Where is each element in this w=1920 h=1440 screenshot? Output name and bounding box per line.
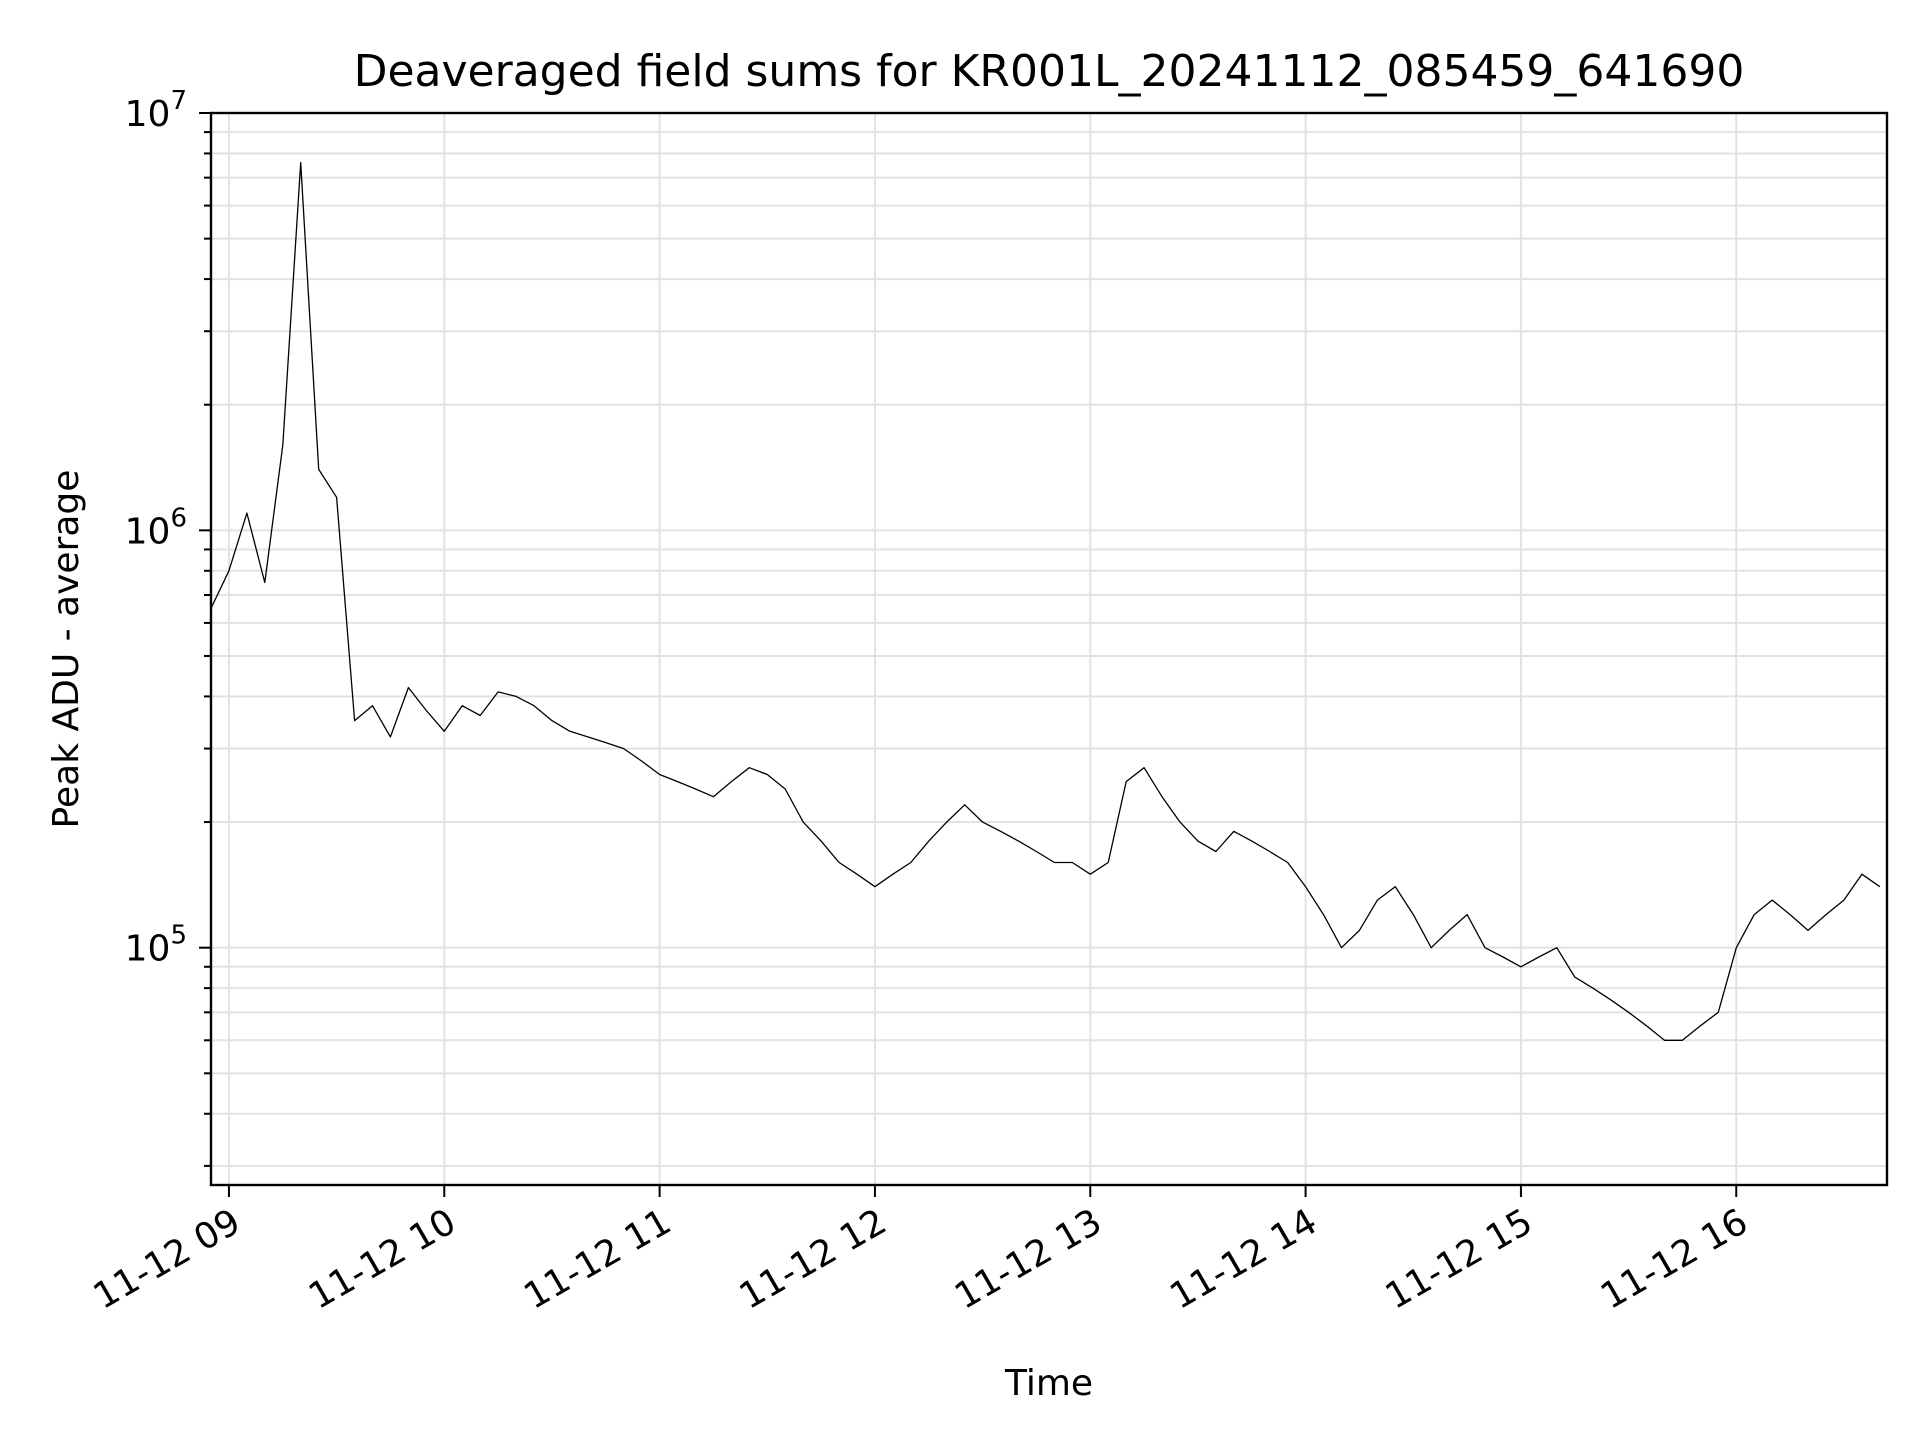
x-tick-label: 11-12 13 [948, 1201, 1109, 1317]
chart-title: Deaveraged field sums for KR001L_2024111… [354, 46, 1745, 97]
y-tick-label-base: 10 [125, 94, 171, 135]
y-tick-label-exponent: 6 [170, 503, 187, 533]
y-tick-label: 107 [125, 86, 187, 135]
y-tick-label-base: 10 [125, 929, 171, 970]
y-axis-label: Peak ADU - average [46, 470, 87, 829]
x-tick-label: 11-12 16 [1594, 1201, 1755, 1317]
x-tick-label: 11-12 10 [302, 1201, 463, 1317]
x-tick-label: 11-12 15 [1379, 1201, 1540, 1317]
y-tick-label: 105 [125, 921, 187, 970]
x-axis-label: Time [1004, 1363, 1093, 1404]
x-tick-label: 11-12 12 [733, 1201, 894, 1317]
plot-frame [209, 111, 1889, 1187]
grid [211, 112, 1887, 1185]
y-tick-label: 106 [125, 503, 187, 552]
y-tick-label-base: 10 [125, 511, 171, 552]
x-tick-label: 11-12 14 [1163, 1201, 1324, 1317]
x-tick-label: 11-12 09 [87, 1201, 248, 1317]
y-tick-label-exponent: 5 [170, 921, 187, 951]
series-line [210, 162, 1881, 1041]
y-tick-label-exponent: 7 [170, 86, 187, 116]
x-tick-label: 11-12 11 [517, 1201, 678, 1317]
